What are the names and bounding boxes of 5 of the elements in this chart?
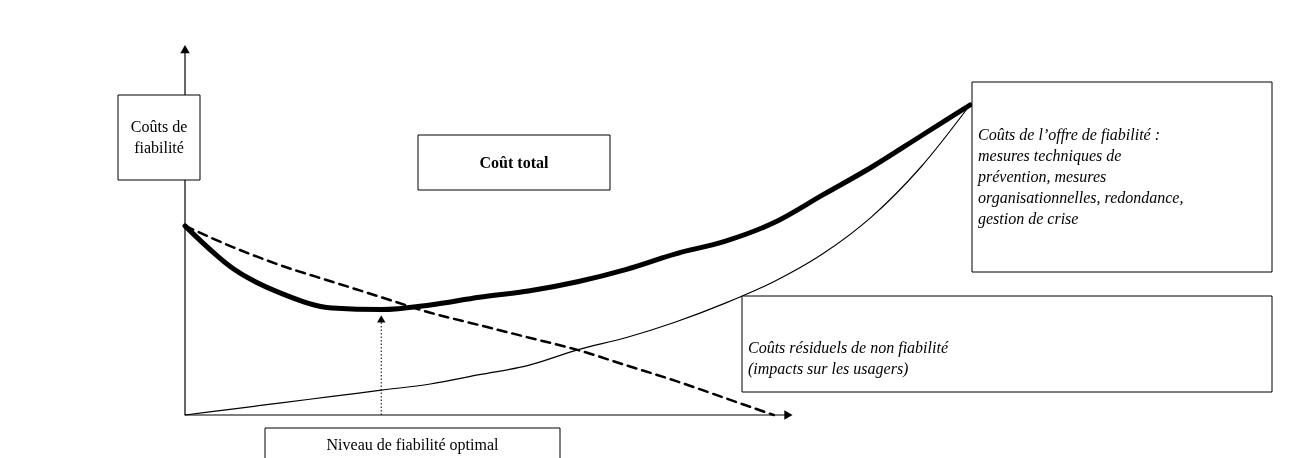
text: Coût total [479, 153, 549, 171]
series-label: Coûts de l’offre de fiabilité : mesures techniques de prévention, mesures organisationnelles, redondance, gestion de crise [977, 126, 1184, 228]
y-axis-title: Coûts de fiabilité [130, 118, 188, 156]
series-label: Coûts résiduels de non fiabilité (impacts sur les usagers) [748, 338, 949, 378]
text: Niveau de fiabilité optimal [326, 436, 500, 454]
